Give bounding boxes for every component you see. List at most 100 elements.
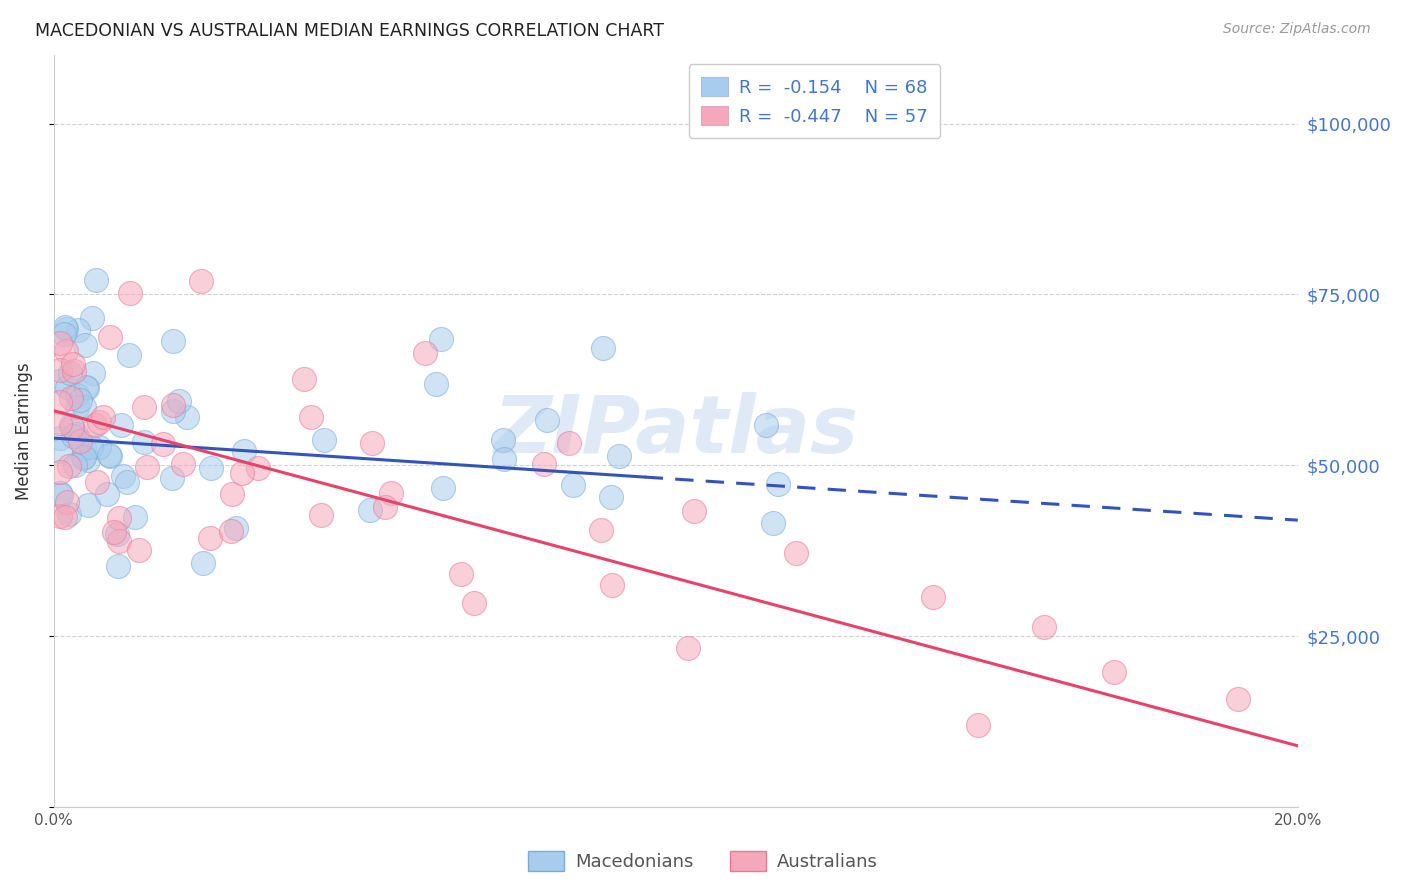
Point (132, 401, 155, 415)
Point (53, 320, 76, 334)
Point (49, 444, 72, 458)
Point (380, 485, 402, 500)
Point (108, 511, 131, 525)
Point (172, 457, 194, 471)
Point (533, 457, 555, 471)
Point (191, 556, 214, 570)
Point (676, 641, 699, 656)
Point (221, 486, 243, 500)
Point (63, 364, 86, 378)
Point (62, 419, 84, 434)
Point (492, 434, 515, 448)
Point (100, 449, 122, 463)
Point (83, 417, 105, 432)
Point (58, 458, 80, 473)
Point (49, 508, 72, 523)
Point (59, 391, 82, 405)
Point (118, 286, 141, 301)
Point (536, 413, 558, 427)
Point (160, 471, 183, 485)
Point (86, 475, 108, 489)
Point (494, 452, 516, 467)
Point (59, 417, 82, 432)
Point (56, 380, 79, 394)
Point (167, 393, 190, 408)
Point (609, 449, 631, 463)
Point (128, 542, 150, 557)
Point (176, 410, 198, 425)
Point (190, 275, 212, 289)
Point (311, 508, 333, 523)
Point (77, 452, 100, 467)
Point (76, 381, 98, 395)
Point (152, 437, 174, 451)
Point (55, 344, 77, 359)
Point (785, 547, 807, 561)
Point (136, 459, 159, 474)
Point (108, 533, 131, 548)
Point (69, 392, 91, 407)
Point (49, 431, 72, 445)
Point (49, 375, 72, 389)
Point (374, 500, 396, 514)
Point (219, 524, 242, 538)
Point (1226, 692, 1249, 706)
Point (134, 435, 156, 450)
Point (105, 527, 128, 541)
Point (118, 348, 141, 362)
Point (124, 510, 146, 524)
Point (82, 366, 104, 380)
Point (967, 718, 990, 732)
Point (93, 410, 115, 425)
Point (73, 450, 96, 464)
Point (73, 441, 96, 455)
Point (49, 485, 72, 500)
Point (592, 341, 614, 355)
Point (589, 524, 612, 538)
Point (600, 577, 623, 591)
Point (49, 395, 72, 409)
Point (360, 436, 382, 450)
Point (58, 507, 80, 521)
Point (55, 322, 77, 336)
Point (600, 491, 623, 505)
Point (65, 426, 87, 441)
Point (73, 400, 96, 414)
Point (62, 429, 84, 443)
Point (84, 272, 107, 286)
Text: Source: ZipAtlas.com: Source: ZipAtlas.com (1223, 22, 1371, 37)
Point (463, 596, 485, 610)
Point (450, 567, 472, 582)
Point (430, 332, 453, 346)
Point (359, 503, 381, 517)
Point (65, 458, 87, 472)
Point (761, 516, 783, 530)
Point (62, 357, 84, 371)
Point (77, 499, 100, 513)
Point (80, 440, 103, 454)
Point (1033, 620, 1056, 634)
Point (110, 417, 132, 432)
Point (232, 443, 254, 458)
Point (432, 481, 454, 495)
Legend: R =  -0.154    N = 68, R =  -0.447    N = 57: R = -0.154 N = 68, R = -0.447 N = 57 (689, 64, 941, 138)
Y-axis label: Median Earnings: Median Earnings (15, 362, 32, 500)
Point (89, 441, 111, 455)
Point (72, 451, 94, 466)
Point (49, 336, 72, 351)
Point (314, 433, 336, 447)
Point (231, 466, 253, 480)
Point (75, 380, 97, 394)
Point (97, 449, 120, 463)
Point (103, 525, 125, 540)
Point (52, 327, 75, 342)
Point (66, 323, 89, 337)
Point (98, 329, 121, 343)
Point (413, 345, 436, 359)
Point (755, 417, 778, 432)
Point (162, 403, 184, 417)
Point (292, 372, 315, 386)
Point (55, 495, 77, 509)
Point (299, 409, 322, 424)
Point (768, 477, 790, 491)
